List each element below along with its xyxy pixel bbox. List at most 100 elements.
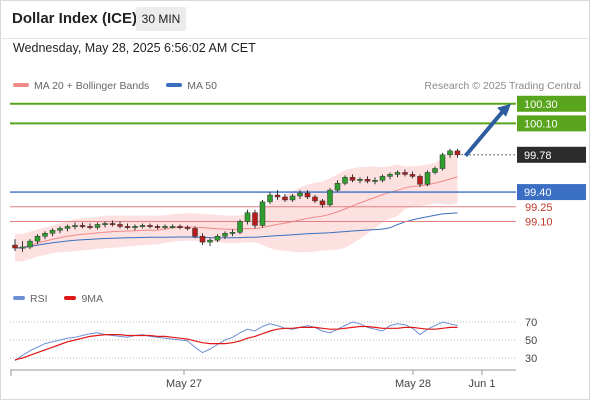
candle	[454, 148, 461, 158]
candle-body	[117, 224, 123, 227]
legend-ma20-swatch	[13, 83, 29, 88]
candle	[432, 166, 438, 175]
candle	[184, 225, 191, 231]
candle-body	[199, 235, 206, 243]
candle	[117, 221, 123, 229]
candle	[57, 226, 63, 234]
legend-rsi-label: RSI	[30, 293, 48, 305]
candle-body	[364, 179, 371, 182]
candle	[72, 222, 78, 230]
copyright-notice: Research © 2025 Trading Central	[424, 80, 581, 92]
candle-body	[57, 228, 63, 231]
time-tick-label: May 27	[166, 378, 202, 390]
candle	[64, 224, 71, 232]
target-tag	[517, 115, 586, 132]
candle-body	[424, 172, 431, 185]
candle	[34, 234, 41, 245]
candle-body	[49, 230, 56, 234]
candle	[267, 192, 273, 204]
candle-body	[12, 244, 18, 249]
candle-body	[432, 168, 438, 173]
candle	[102, 221, 108, 228]
candle-body	[79, 225, 86, 227]
candle	[27, 239, 33, 249]
candle	[237, 219, 243, 235]
candle-body	[417, 176, 423, 185]
candle	[312, 195, 318, 203]
pivot-label: 99.40	[524, 187, 552, 199]
candle	[207, 238, 213, 247]
candle	[334, 180, 341, 193]
candle	[387, 172, 393, 180]
candle-body	[357, 179, 363, 181]
candle-body	[139, 225, 146, 227]
indicator-legend: RSI 9MA	[13, 293, 117, 305]
candle-body	[394, 172, 401, 175]
candle	[394, 170, 401, 178]
candle	[424, 170, 431, 187]
candle	[12, 239, 18, 251]
pivot-tag	[517, 184, 586, 201]
candle-body	[259, 201, 266, 226]
candle	[289, 194, 296, 202]
candle	[417, 174, 423, 188]
candle-body	[244, 212, 251, 222]
candle-body	[334, 182, 341, 191]
candle	[154, 224, 161, 230]
candle	[349, 174, 356, 183]
candle	[132, 224, 138, 231]
candle-body	[102, 223, 108, 225]
candle-body	[162, 226, 168, 228]
legend-9ma-label: 9MA	[81, 293, 104, 305]
candle	[327, 188, 333, 207]
rsi-tick-label: 30	[525, 353, 537, 365]
candle-body	[387, 174, 393, 177]
candle	[409, 171, 416, 179]
candle-body	[34, 235, 41, 242]
time-tick-label: May 28	[395, 378, 431, 390]
candle	[379, 174, 386, 183]
candle-body	[222, 233, 228, 237]
support-label: 99.10	[525, 217, 553, 229]
candle-body	[147, 225, 153, 227]
candle-body	[379, 176, 386, 181]
candle-body	[154, 226, 161, 228]
candle-body	[192, 228, 198, 237]
candle	[139, 223, 146, 229]
forecast-arrow	[463, 107, 507, 158]
legend-ma20-bb: MA 20 + Bollinger Bands	[13, 80, 149, 92]
legend-rsi-swatch	[13, 296, 25, 301]
last-price-tag	[517, 146, 586, 163]
candle	[447, 148, 453, 158]
candle-body	[132, 226, 138, 228]
legend-ma20-label: MA 20 + Bollinger Bands	[34, 80, 150, 92]
candle-body	[312, 196, 318, 202]
candle	[124, 223, 131, 230]
legend-ma50-swatch	[166, 83, 183, 88]
candle-body	[87, 226, 93, 228]
candle-body	[19, 246, 26, 249]
candle	[169, 224, 176, 229]
ma20-line	[14, 176, 458, 249]
candle-body	[169, 226, 176, 228]
rsi-line	[14, 321, 458, 362]
candle	[177, 224, 183, 230]
candle	[49, 228, 56, 237]
candle-body	[229, 232, 236, 234]
interval-badge[interactable]: 30 MIN	[136, 7, 186, 31]
candle-body	[124, 226, 131, 228]
legend-9ma-swatch	[64, 296, 77, 301]
candle	[19, 241, 26, 252]
candle-body	[109, 223, 116, 225]
target-label: 100.10	[524, 118, 558, 130]
candle	[252, 209, 258, 229]
candle	[259, 199, 266, 228]
candle	[214, 234, 221, 243]
rsi-tick-label: 50	[525, 335, 537, 347]
candle-body	[27, 240, 33, 248]
candle-body	[289, 195, 296, 201]
candle-body	[267, 194, 273, 203]
candle-body	[319, 200, 326, 206]
candle-body	[304, 192, 311, 198]
